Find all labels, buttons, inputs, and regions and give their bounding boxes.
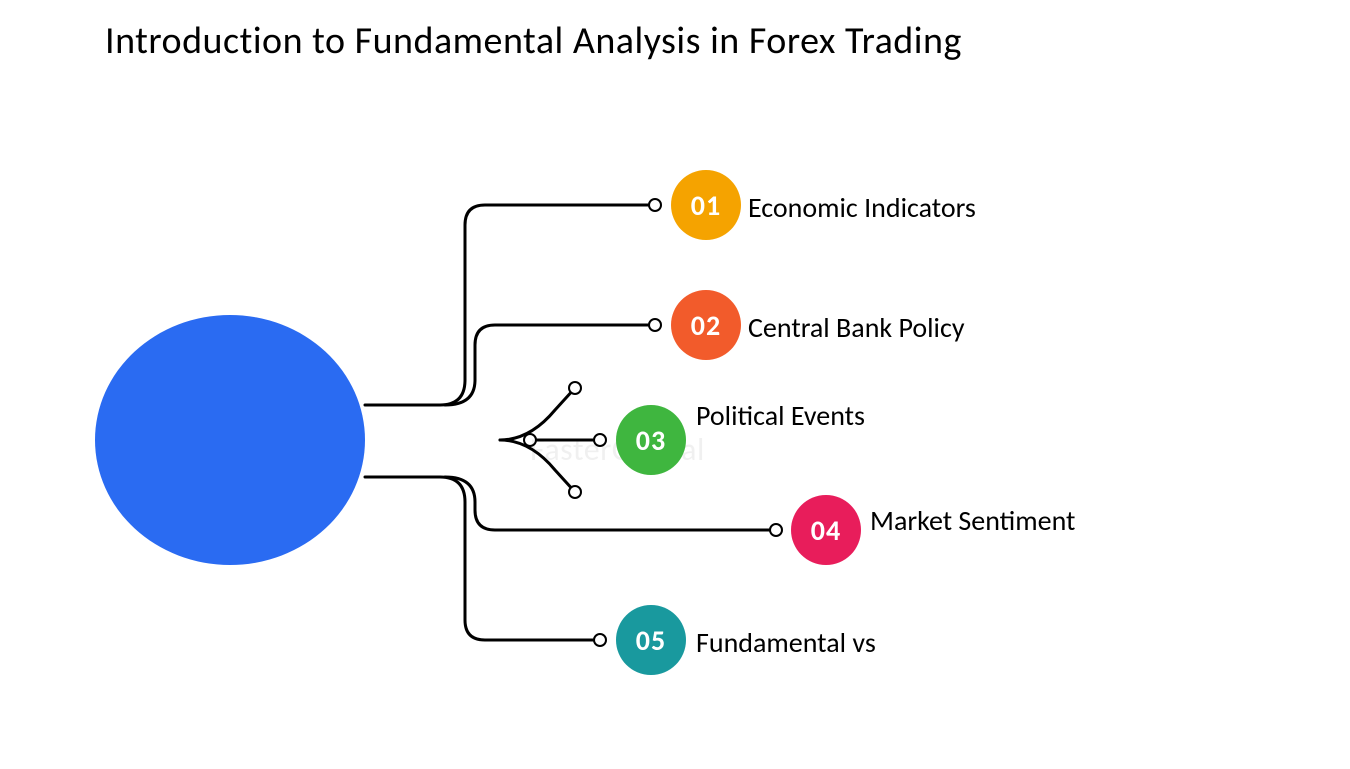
connector-endpoint [594,634,606,646]
connector-endpoint [569,486,581,498]
connector-endpoint [649,199,661,211]
node-label: Market Sentiment [870,503,1075,538]
connector-endpoint [770,524,782,536]
connector-endpoint [524,434,536,446]
node-label: Central Bank Policy [748,310,965,345]
connector-endpoint [569,382,581,394]
node-number-circle: 04 [791,495,861,565]
node-label: Fundamental vs [696,625,876,660]
connector-line [445,477,776,530]
hub-circle [95,315,365,565]
connector-line [445,325,655,405]
node-number-circle: 03 [616,405,686,475]
node-number-circle: 02 [671,290,741,360]
connector-line [365,205,655,405]
node-label: Political Events [696,398,865,433]
connector-endpoint [649,319,661,331]
connector-line [500,440,575,492]
node-number-circle: 01 [671,170,741,240]
node-number-circle: 05 [616,605,686,675]
connector-line [500,388,575,440]
node-label: Economic Indicators [748,190,976,225]
connector-endpoint [594,434,606,446]
connector-line [365,477,600,640]
